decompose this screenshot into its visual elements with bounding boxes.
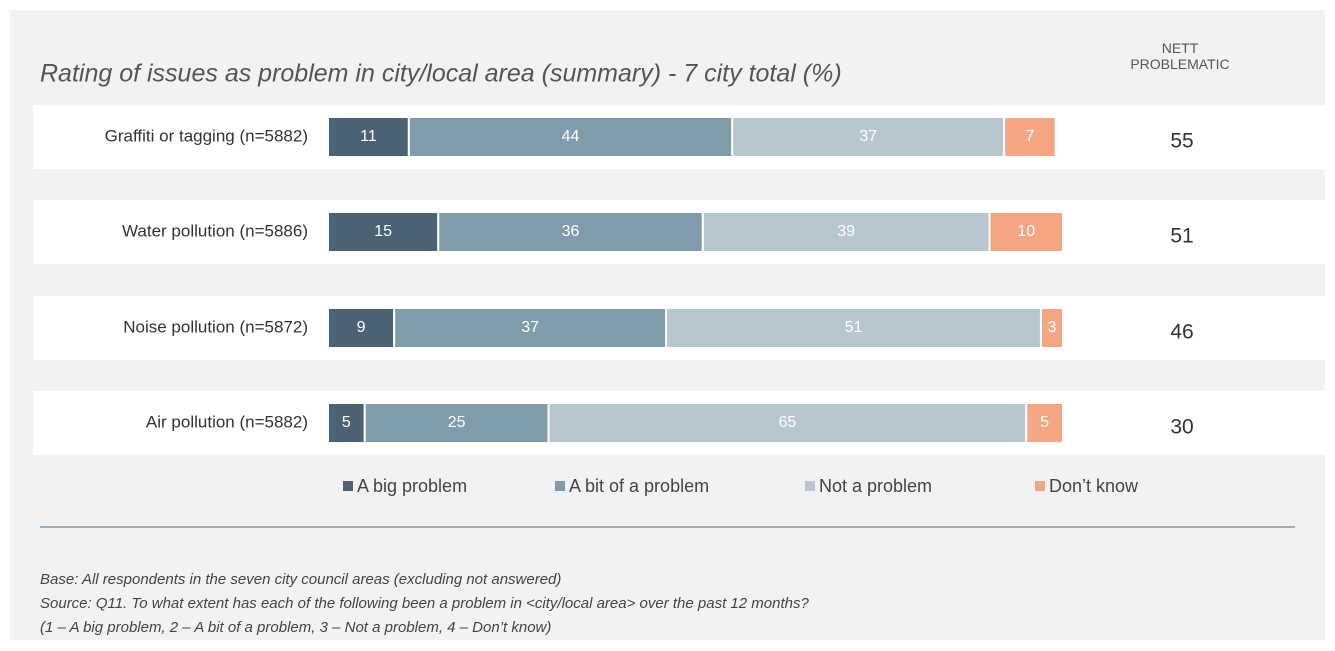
legend-label: Not a problem — [819, 476, 932, 496]
category-label: Noise pollution (n=5872) — [123, 317, 308, 336]
nett-value: 51 — [1170, 225, 1193, 248]
nett-header: NETT PROBLEMATIC — [1130, 40, 1230, 72]
value-label: 39 — [837, 223, 855, 240]
value-label: 7 — [1025, 128, 1034, 145]
category-label: Air pollution (n=5882) — [146, 412, 308, 431]
legend-swatch — [343, 481, 353, 491]
value-label: 65 — [778, 414, 796, 431]
value-label: 51 — [845, 319, 863, 336]
legend-label: Don’t know — [1049, 476, 1139, 496]
bar-segment — [327, 116, 410, 158]
bar-segment — [327, 211, 440, 253]
nett-value: 55 — [1170, 130, 1193, 153]
category-label: Graffiti or tagging (n=5882) — [105, 126, 308, 145]
footnote: (1 – A big problem, 2 – A bit of a probl… — [40, 619, 551, 636]
legend-swatch — [1035, 481, 1045, 491]
bar-segment — [327, 307, 396, 349]
bar-segment — [1025, 402, 1064, 444]
value-label: 25 — [448, 414, 466, 431]
bar-segment — [393, 307, 668, 349]
legend-swatch — [555, 481, 565, 491]
footnote: Source: Q11. To what extent has each of … — [40, 595, 809, 612]
value-label: 5 — [1040, 414, 1049, 431]
value-label: 37 — [521, 319, 539, 336]
value-label: 15 — [374, 223, 392, 240]
value-label: 44 — [562, 128, 580, 145]
value-label: 10 — [1017, 223, 1035, 240]
bar-segment — [701, 211, 991, 253]
footnote: Base: All respondents in the seven city … — [40, 571, 561, 588]
legend-swatch — [805, 481, 815, 491]
bar-segment — [1003, 116, 1057, 158]
bar-segment — [988, 211, 1064, 253]
nett-value: 30 — [1170, 416, 1193, 439]
bar-segment — [407, 116, 734, 158]
category-label: Water pollution (n=5886) — [122, 221, 308, 240]
value-label: 36 — [562, 223, 580, 240]
nett-value: 46 — [1170, 321, 1193, 344]
legend-label: A bit of a problem — [569, 476, 709, 496]
value-label: 3 — [1048, 319, 1057, 336]
bar-segment — [731, 116, 1006, 158]
value-label: 37 — [859, 128, 877, 145]
value-label: 11 — [360, 128, 377, 145]
value-label: 9 — [357, 319, 366, 336]
chart-title: Rating of issues as problem in city/loca… — [40, 60, 842, 88]
legend-label: A big problem — [357, 476, 467, 496]
bar-segment — [665, 307, 1042, 349]
bar-segment — [1039, 307, 1064, 349]
bar-segment — [547, 402, 1028, 444]
value-label: 5 — [342, 414, 351, 431]
bar-segment — [437, 211, 704, 253]
